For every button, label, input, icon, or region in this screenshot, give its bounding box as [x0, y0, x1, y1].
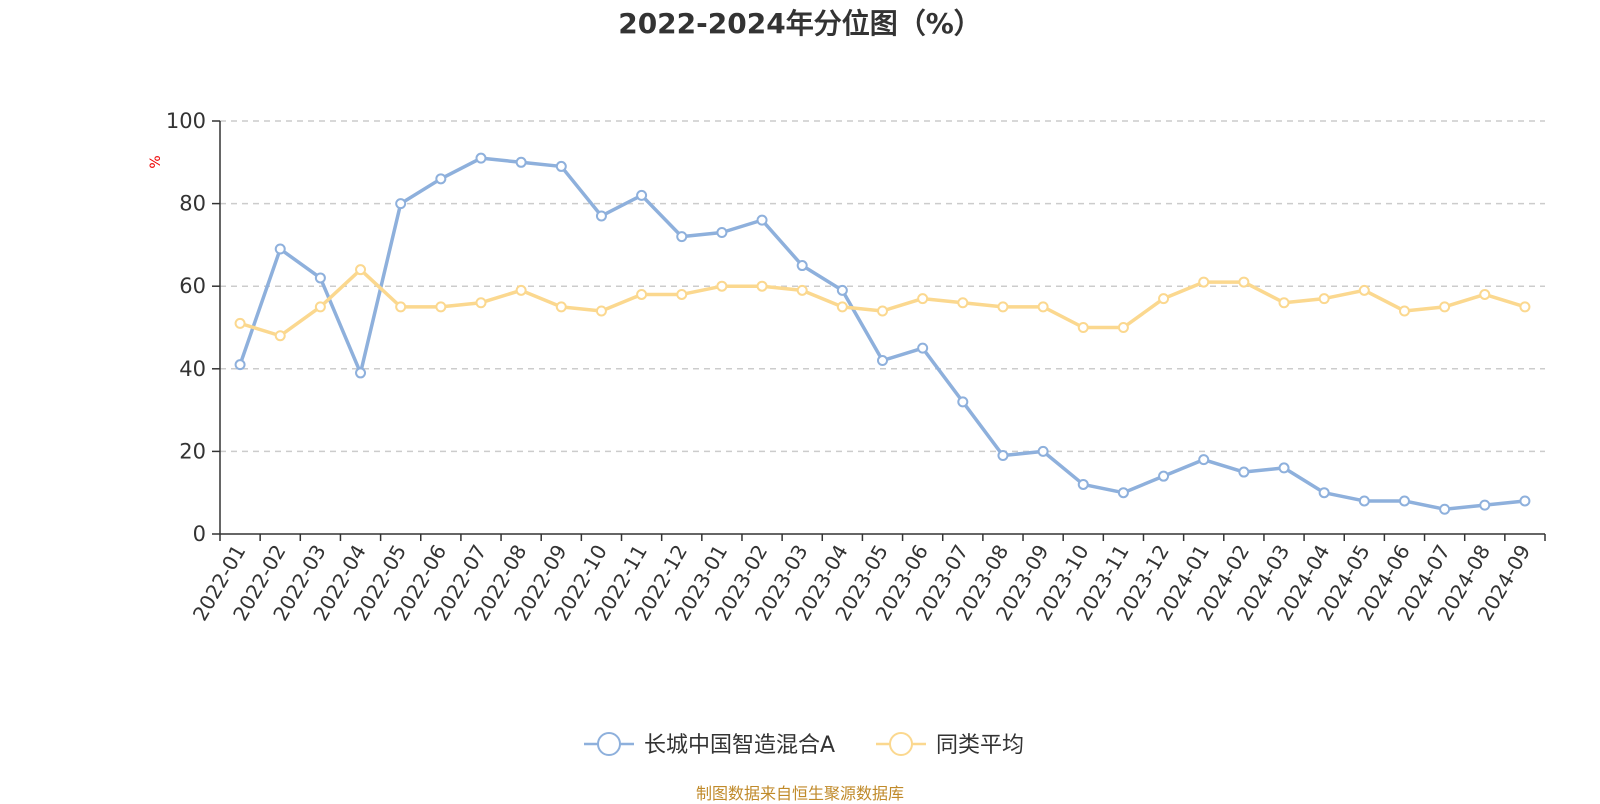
data-point[interactable] — [1398, 495, 1410, 507]
data-point[interactable] — [997, 450, 1009, 462]
data-point[interactable] — [756, 214, 768, 226]
data-point[interactable] — [1439, 503, 1451, 515]
data-point[interactable] — [475, 297, 487, 309]
data-point[interactable] — [1117, 487, 1129, 499]
y-axis-label: % — [148, 155, 164, 168]
series-lines — [234, 152, 1531, 515]
data-point[interactable] — [355, 264, 367, 276]
data-point[interactable] — [234, 317, 246, 329]
y-tick-label: 40 — [179, 357, 206, 381]
data-point[interactable] — [1398, 305, 1410, 317]
data-point[interactable] — [1358, 284, 1370, 296]
data-point[interactable] — [435, 173, 447, 185]
data-point[interactable] — [1479, 499, 1491, 511]
data-point[interactable] — [1037, 301, 1049, 313]
data-point[interactable] — [716, 227, 728, 239]
series-1 — [234, 264, 1531, 342]
data-point[interactable] — [555, 160, 567, 172]
data-point[interactable] — [1198, 276, 1210, 288]
data-point[interactable] — [917, 342, 929, 354]
data-point[interactable] — [515, 284, 527, 296]
data-point[interactable] — [274, 243, 286, 255]
legend-label: 长城中国智造混合A — [644, 733, 835, 758]
data-point[interactable] — [796, 284, 808, 296]
y-tick-label: 100 — [166, 109, 206, 133]
legend-item[interactable]: 长城中国智造混合A — [584, 732, 835, 758]
data-point[interactable] — [1238, 276, 1250, 288]
data-point[interactable] — [1278, 462, 1290, 474]
data-point[interactable] — [314, 301, 326, 313]
y-tick-label: 80 — [179, 192, 206, 216]
data-point[interactable] — [435, 301, 447, 313]
axes — [219, 121, 1546, 541]
data-point[interactable] — [395, 198, 407, 210]
y-tick-label: 0 — [193, 522, 206, 546]
legend-label: 同类平均 — [936, 733, 1024, 758]
data-point[interactable] — [395, 301, 407, 313]
data-point[interactable] — [555, 301, 567, 313]
data-point[interactable] — [1077, 478, 1089, 490]
data-point[interactable] — [595, 210, 607, 222]
data-point[interactable] — [877, 305, 888, 317]
data-point[interactable] — [957, 297, 969, 309]
legend-circle-icon — [597, 732, 621, 756]
data-point[interactable] — [475, 152, 487, 164]
data-point[interactable] — [1439, 301, 1451, 313]
gridlines — [212, 120, 1545, 535]
y-tick-labels: 0 20 40 60 80 100 — [166, 109, 206, 546]
data-point[interactable] — [917, 293, 929, 305]
series-line — [238, 156, 1526, 511]
data-point[interactable] — [636, 189, 648, 201]
data-source-note: 制图数据来自恒生聚源数据库 — [695, 784, 904, 803]
y-tick-label: 60 — [179, 274, 206, 298]
data-point[interactable] — [1077, 322, 1089, 333]
data-point[interactable] — [1519, 301, 1531, 313]
data-point[interactable] — [1318, 487, 1330, 499]
chart-title: 2022-2024年分位图（%） — [618, 7, 982, 40]
data-point[interactable] — [756, 280, 768, 292]
data-point[interactable] — [836, 301, 848, 313]
data-point[interactable] — [796, 260, 808, 272]
series-0 — [234, 152, 1531, 515]
data-point[interactable] — [836, 284, 848, 296]
data-point[interactable] — [314, 272, 326, 284]
data-point[interactable] — [1117, 322, 1129, 333]
data-point[interactable] — [676, 288, 688, 300]
data-point[interactable] — [1037, 445, 1049, 457]
data-point[interactable] — [1318, 293, 1330, 305]
data-point[interactable] — [716, 280, 728, 292]
data-point[interactable] — [234, 359, 246, 371]
data-point[interactable] — [1358, 495, 1370, 507]
y-tick-label: 20 — [179, 439, 206, 463]
data-point[interactable] — [1278, 297, 1290, 309]
data-point[interactable] — [1158, 470, 1170, 482]
data-point[interactable] — [1519, 495, 1531, 507]
data-point[interactable] — [877, 355, 888, 367]
data-point[interactable] — [676, 231, 688, 243]
data-point[interactable] — [274, 330, 286, 342]
x-tick-labels: 2022-012022-022022-032022-042022-052022-… — [188, 541, 1535, 625]
data-point[interactable] — [997, 301, 1009, 313]
data-point[interactable] — [1158, 293, 1170, 305]
legend-item[interactable]: 同类平均 — [876, 732, 1024, 758]
legend-circle-icon — [889, 732, 913, 756]
series-line — [239, 267, 1526, 338]
data-point[interactable] — [636, 288, 648, 300]
legend[interactable]: 长城中国智造混合A 同类平均 — [584, 732, 1024, 758]
data-point[interactable] — [515, 156, 527, 168]
data-point[interactable] — [1479, 288, 1491, 300]
data-point[interactable] — [1238, 466, 1250, 478]
data-point[interactable] — [355, 367, 367, 379]
data-point[interactable] — [595, 305, 607, 317]
data-point[interactable] — [1198, 454, 1210, 466]
data-point[interactable] — [957, 396, 969, 408]
